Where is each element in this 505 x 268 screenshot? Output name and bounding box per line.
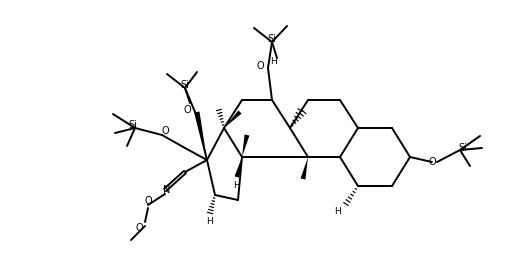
Text: O: O: [144, 196, 152, 206]
Polygon shape: [300, 157, 308, 180]
Text: O: O: [161, 126, 169, 136]
Polygon shape: [234, 157, 241, 178]
Polygon shape: [194, 111, 207, 160]
Polygon shape: [241, 135, 249, 157]
Text: Si: Si: [267, 34, 276, 44]
Text: N: N: [163, 185, 170, 195]
Text: O: O: [183, 105, 190, 115]
Text: Si: Si: [180, 80, 189, 90]
Text: H: H: [233, 181, 240, 189]
Text: H: H: [270, 58, 277, 66]
Text: H: H: [206, 217, 213, 225]
Text: O: O: [256, 61, 263, 71]
Text: O: O: [427, 157, 435, 167]
Polygon shape: [224, 110, 241, 128]
Text: O: O: [135, 223, 142, 233]
Text: Si: Si: [128, 120, 137, 130]
Text: H: H: [334, 207, 341, 215]
Text: Si: Si: [458, 143, 467, 153]
